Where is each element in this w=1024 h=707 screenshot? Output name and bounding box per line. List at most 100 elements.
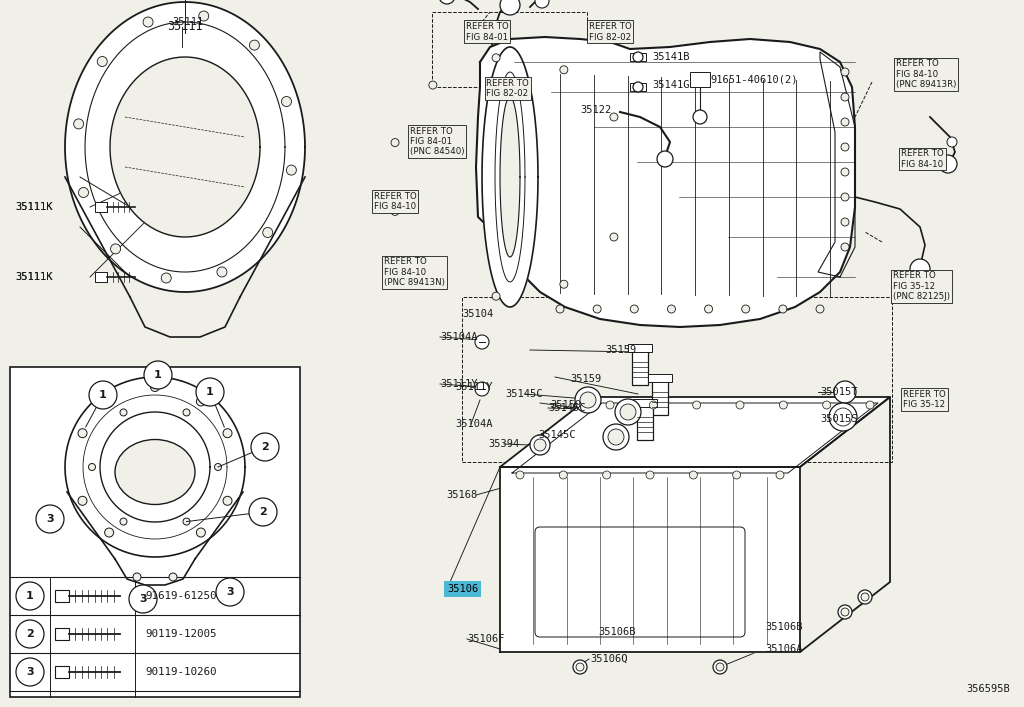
Circle shape	[197, 397, 206, 406]
Circle shape	[649, 401, 657, 409]
Text: 35159: 35159	[605, 345, 636, 355]
Text: 35106B: 35106B	[598, 627, 636, 637]
Circle shape	[947, 137, 957, 147]
Text: 35015S: 35015S	[820, 414, 857, 424]
Circle shape	[287, 165, 296, 175]
Circle shape	[829, 403, 857, 431]
Text: REFER TO
FIG 84-01
(PNC 84540): REFER TO FIG 84-01 (PNC 84540)	[410, 127, 464, 156]
Circle shape	[689, 471, 697, 479]
Circle shape	[493, 292, 500, 300]
Circle shape	[183, 518, 190, 525]
Text: 35104A: 35104A	[455, 419, 493, 429]
Bar	[630, 53, 646, 61]
Circle shape	[822, 401, 830, 409]
Bar	[633, 399, 657, 407]
Circle shape	[732, 471, 740, 479]
Polygon shape	[65, 377, 245, 557]
Polygon shape	[110, 57, 260, 237]
Text: 2: 2	[261, 442, 269, 452]
Circle shape	[129, 585, 157, 613]
Text: 3: 3	[27, 667, 34, 677]
Circle shape	[631, 305, 638, 313]
Circle shape	[556, 305, 564, 313]
Circle shape	[615, 399, 641, 425]
Text: 35145C: 35145C	[505, 389, 543, 399]
Circle shape	[646, 471, 654, 479]
Text: 35394: 35394	[488, 439, 519, 449]
Text: 35111K: 35111K	[15, 202, 52, 212]
Text: REFER TO
FIG 35-12
(PNC 82125J): REFER TO FIG 35-12 (PNC 82125J)	[893, 271, 950, 301]
Circle shape	[120, 518, 127, 525]
Circle shape	[391, 207, 399, 216]
Circle shape	[223, 496, 232, 506]
Text: REFER TO
FIG 84-10
(PNC 89413N): REFER TO FIG 84-10 (PNC 89413N)	[384, 257, 444, 287]
Circle shape	[199, 11, 209, 21]
Text: 35111K: 35111K	[15, 202, 52, 212]
Circle shape	[841, 218, 849, 226]
Text: 35106F: 35106F	[467, 634, 505, 644]
Text: 35104A: 35104A	[440, 332, 477, 342]
Circle shape	[79, 187, 88, 197]
Circle shape	[16, 582, 44, 610]
Circle shape	[834, 381, 856, 403]
Bar	[690, 72, 710, 87]
Circle shape	[282, 97, 292, 107]
Polygon shape	[476, 37, 855, 327]
Bar	[55, 666, 69, 678]
Circle shape	[251, 433, 279, 461]
Circle shape	[606, 401, 614, 409]
Circle shape	[841, 93, 849, 101]
Circle shape	[633, 52, 643, 62]
Text: REFER TO
FIG 35-12: REFER TO FIG 35-12	[903, 390, 946, 409]
Text: 2: 2	[27, 629, 34, 639]
Circle shape	[716, 663, 724, 671]
Text: REFER TO
FIG 82-02: REFER TO FIG 82-02	[589, 22, 632, 42]
Text: 2: 2	[259, 507, 267, 517]
Text: REFER TO
FIG 84-10
(PNC 89413R): REFER TO FIG 84-10 (PNC 89413R)	[896, 59, 956, 89]
Circle shape	[263, 228, 272, 238]
Circle shape	[391, 139, 399, 146]
Circle shape	[692, 401, 700, 409]
Text: 35015T: 35015T	[820, 387, 857, 397]
Text: REFER TO
FIG 84-10: REFER TO FIG 84-10	[901, 149, 944, 169]
Bar	[637, 404, 653, 440]
Text: 35145C: 35145C	[548, 403, 586, 413]
Text: REFER TO
FIG 84-10: REFER TO FIG 84-10	[374, 192, 417, 211]
Circle shape	[78, 428, 87, 438]
Circle shape	[475, 382, 489, 396]
Text: 35111: 35111	[172, 17, 204, 27]
Circle shape	[841, 243, 849, 251]
Text: 1: 1	[206, 387, 214, 397]
Circle shape	[216, 578, 244, 606]
Text: 1: 1	[27, 591, 34, 601]
Circle shape	[741, 305, 750, 313]
Bar	[10, 367, 300, 697]
Text: 35104: 35104	[462, 309, 494, 319]
Circle shape	[779, 305, 786, 313]
Circle shape	[610, 233, 617, 241]
Circle shape	[776, 471, 784, 479]
Circle shape	[169, 573, 177, 581]
Text: 35106A: 35106A	[765, 644, 803, 654]
Circle shape	[575, 387, 601, 413]
Bar	[55, 628, 69, 640]
Bar	[628, 344, 652, 352]
Circle shape	[559, 471, 567, 479]
Text: 35159: 35159	[550, 400, 582, 410]
Circle shape	[841, 118, 849, 126]
Text: 35106Q: 35106Q	[590, 654, 628, 664]
Circle shape	[196, 378, 224, 406]
Circle shape	[500, 0, 520, 15]
Circle shape	[610, 113, 617, 121]
Text: 1: 1	[99, 390, 106, 400]
Bar	[95, 272, 106, 282]
Circle shape	[910, 259, 930, 279]
Text: 35106: 35106	[447, 584, 478, 594]
Polygon shape	[500, 397, 890, 467]
Text: 35168: 35168	[446, 490, 477, 500]
Text: REFER TO
FIG 84-01: REFER TO FIG 84-01	[466, 22, 509, 42]
Circle shape	[161, 273, 171, 283]
Bar	[95, 202, 106, 212]
Ellipse shape	[115, 440, 195, 505]
Polygon shape	[500, 467, 800, 652]
